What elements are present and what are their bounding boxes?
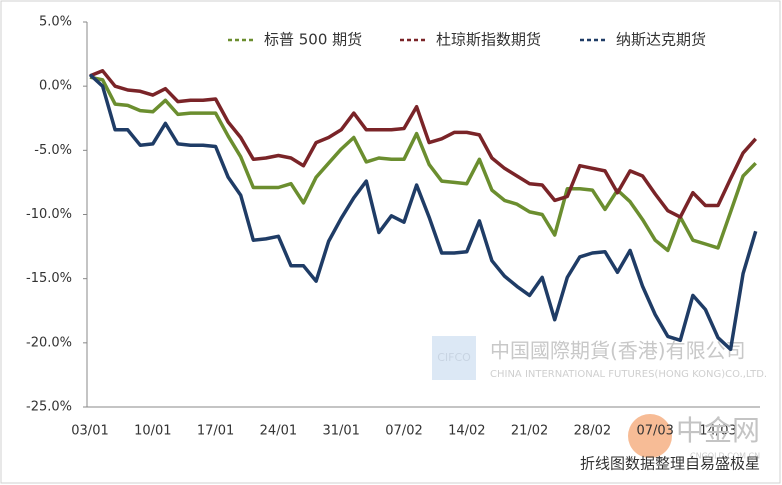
annotation: CNGOLD.COM.CN <box>690 452 760 461</box>
x-tick-label: 28/02 <box>574 424 611 439</box>
x-tick-label: 14/03 <box>699 424 736 439</box>
watermark-icon <box>628 414 672 458</box>
x-tick-label: 21/02 <box>511 424 548 439</box>
annotation: 中国國際期貨(香港)有限公司 <box>490 339 746 363</box>
y-tick-label: -25.0% <box>26 400 72 415</box>
series-line <box>89 75 757 253</box>
annotation: 折线图数据整理自易盛极星 <box>580 455 760 473</box>
y-tick-label: -15.0% <box>26 271 72 286</box>
legend-label: 标普 500 期货 <box>264 31 362 49</box>
x-tick-label: 10/01 <box>134 424 171 439</box>
x-tick-label: 17/01 <box>197 424 234 439</box>
annotation: CHINA INTERNATIONAL FUTURES(HONG KONG)CO… <box>490 369 767 380</box>
annotation: CIFCO <box>437 351 471 364</box>
y-tick-label: -10.0% <box>26 207 72 222</box>
legend-label: 纳斯达克期货 <box>616 31 706 49</box>
x-tick-label: 31/01 <box>322 424 359 439</box>
y-tick-label: -20.0% <box>26 335 72 350</box>
series-line <box>89 69 758 219</box>
x-tick-label: 07/03 <box>636 424 673 439</box>
annotation: 中金网 <box>676 414 760 447</box>
x-tick-label: 07/02 <box>385 424 422 439</box>
x-tick-label: 24/01 <box>260 424 297 439</box>
y-tick-label: 5.0% <box>39 15 72 30</box>
x-tick-label: 14/02 <box>448 424 485 439</box>
x-tick-label: 03/01 <box>71 424 108 439</box>
watermark-logo <box>432 336 476 380</box>
series-line <box>88 73 758 352</box>
legend-label: 杜琼斯指数期货 <box>436 31 541 49</box>
y-tick-label: -5.0% <box>34 143 72 158</box>
y-tick-label: 0.0% <box>39 79 72 94</box>
